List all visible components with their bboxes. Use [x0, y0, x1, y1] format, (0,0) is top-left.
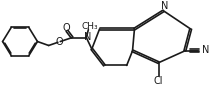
Text: O: O [62, 23, 70, 33]
Text: Cl: Cl [154, 76, 163, 86]
Text: N: N [202, 45, 210, 55]
Text: N: N [161, 1, 168, 11]
Text: CH₃: CH₃ [81, 22, 98, 31]
Text: O: O [55, 37, 63, 47]
Text: N: N [84, 32, 91, 42]
